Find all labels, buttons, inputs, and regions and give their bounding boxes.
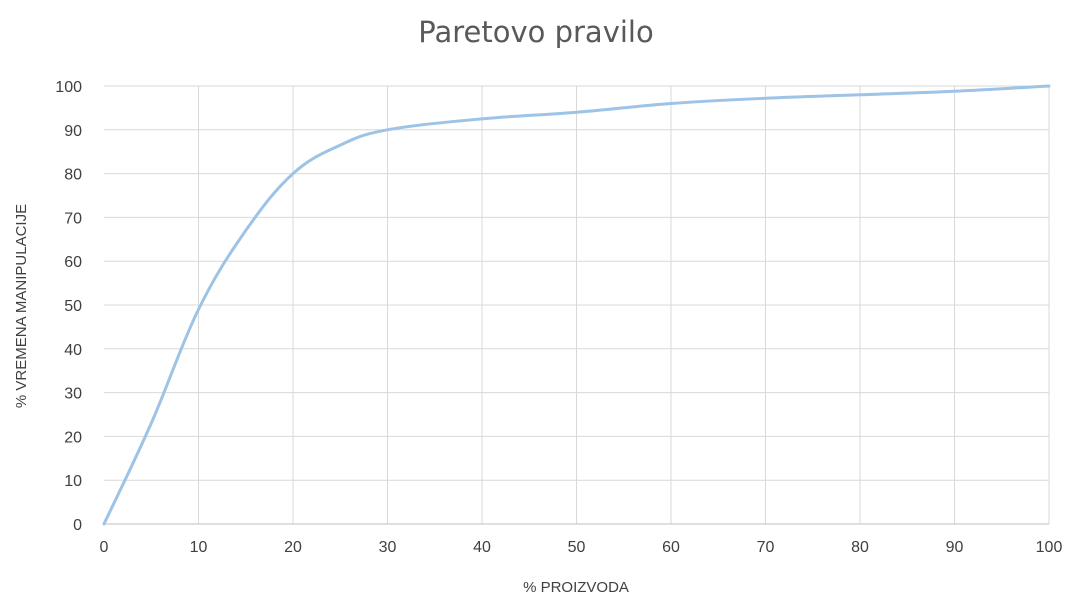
x-tick-label: 40 bbox=[473, 539, 491, 556]
y-tick-label: 10 bbox=[64, 473, 82, 490]
series-group bbox=[102, 84, 1051, 526]
y-tick-label: 0 bbox=[73, 517, 82, 534]
x-tick-label: 60 bbox=[662, 539, 680, 556]
x-tick-label: 50 bbox=[568, 539, 586, 556]
y-tick-label: 100 bbox=[55, 79, 82, 96]
y-tick-label: 60 bbox=[64, 254, 82, 271]
y-tick-label: 90 bbox=[64, 123, 82, 140]
horizontal-gridlines bbox=[104, 85, 1049, 481]
series-line bbox=[102, 84, 1051, 526]
y-tick-label: 80 bbox=[64, 167, 82, 184]
x-tick-label: 30 bbox=[379, 539, 397, 556]
y-tick-labels: 0 10 20 30 40 50 60 70 80 90 100 bbox=[55, 79, 82, 534]
y-tick-label: 30 bbox=[64, 386, 82, 403]
x-tick-label: 20 bbox=[284, 539, 302, 556]
x-tick-label: 90 bbox=[946, 539, 964, 556]
y-tick-label: 20 bbox=[64, 429, 82, 446]
x-tick-label: 80 bbox=[851, 539, 869, 556]
y-tick-label: 40 bbox=[64, 342, 82, 359]
x-tick-label: 70 bbox=[757, 539, 775, 556]
x-tick-labels: 0 10 20 30 40 50 60 70 80 90 100 bbox=[100, 539, 1063, 556]
y-tick-label: 50 bbox=[64, 298, 82, 315]
x-tick-label: 100 bbox=[1036, 539, 1063, 556]
y-tick-label: 70 bbox=[64, 210, 82, 227]
x-axis-label: % PROIZVODA bbox=[523, 579, 629, 596]
x-tick-label: 10 bbox=[190, 539, 208, 556]
chart-title: Paretovo pravilo bbox=[418, 15, 653, 49]
y-axis-label: % VREMENA MANIPULACIJE bbox=[13, 204, 30, 408]
x-tick-label: 0 bbox=[100, 539, 109, 556]
